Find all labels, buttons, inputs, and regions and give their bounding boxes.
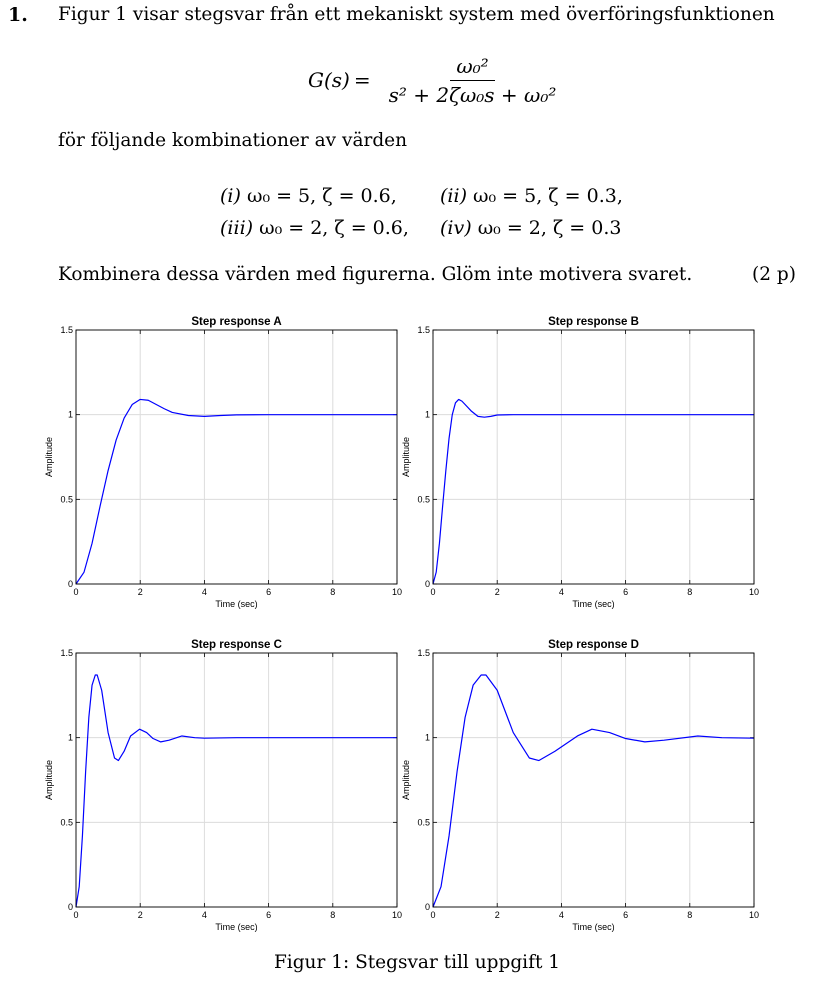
x-tick-label: 8 [687, 910, 692, 920]
y-tick-label: 1.5 [60, 325, 73, 335]
combination-text: ω₀ = 2, ζ = 0.3 [477, 217, 622, 239]
combination-ii: (ii) ω₀ = 5, ζ = 0.3, [440, 180, 640, 212]
combination-text: ω₀ = 2, ζ = 0.6, [259, 217, 409, 239]
x-tick-label: 4 [559, 587, 564, 597]
y-tick-label: 1 [425, 410, 430, 420]
step-response-chart: 0 2 4 6 8 10 0 0.5 1 1.5 Step response D Time (sec)… [401, 639, 759, 932]
combination-label: (i) [220, 185, 241, 207]
x-tick-label: 8 [330, 587, 335, 597]
y-tick-label: 1 [68, 733, 73, 743]
combinations-intro: för följande kombinationer av värden [58, 130, 408, 151]
x-tick-label: 10 [749, 910, 759, 920]
chart-title: Step response D [548, 639, 639, 651]
step-response-chart: 0 2 4 6 8 10 0 0.5 1 1.5 Step response C Time (sec)… [44, 639, 402, 932]
y-tick-label: 0.5 [417, 494, 430, 504]
y-tick-label: 1 [68, 410, 73, 420]
x-tick-label: 4 [559, 910, 564, 920]
step-response-line [75, 674, 397, 908]
formula-numerator: ω₀² [450, 54, 495, 81]
plot-background [433, 653, 754, 907]
y-tick-label: 0 [425, 579, 430, 589]
x-tick-label: 6 [266, 587, 271, 597]
x-tick-label: 6 [623, 587, 628, 597]
x-tick-label: 0 [73, 587, 78, 597]
x-tick-label: 2 [495, 910, 500, 920]
formula-denominator: s² + 2ζω₀s + ω₀² [388, 82, 557, 107]
formula-equals: = [353, 68, 371, 92]
step-response-line [75, 398, 397, 585]
chart-title: Step response C [191, 639, 282, 651]
x-tick-label: 6 [623, 910, 628, 920]
plot-background [76, 653, 397, 907]
y-tick-label: 0.5 [60, 817, 73, 827]
y-tick-label: 0 [425, 902, 430, 912]
x-tick-label: 0 [73, 910, 78, 920]
x-tick-label: 0 [430, 587, 435, 597]
step-response-chart: 0 2 4 6 8 10 0 0.5 1 1.5 Step response B Time (sec)… [401, 316, 759, 609]
x-tick-label: 8 [687, 587, 692, 597]
y-tick-label: 0 [68, 579, 73, 589]
y-tick-label: 0.5 [417, 817, 430, 827]
step-response-line [432, 398, 754, 585]
x-tick-label: 6 [266, 910, 271, 920]
y-axis-label: Amplitude [44, 760, 54, 800]
y-tick-label: 1.5 [60, 648, 73, 658]
chart-title: Step response A [191, 316, 281, 328]
x-tick-label: 10 [392, 587, 402, 597]
plot-background [76, 330, 397, 584]
y-tick-label: 1.5 [417, 648, 430, 658]
x-axis-label: Time (sec) [572, 599, 614, 609]
x-axis-label: Time (sec) [215, 922, 257, 932]
x-tick-label: 2 [138, 587, 143, 597]
y-axis-label: Amplitude [401, 760, 411, 800]
combination-iii: (iii) ω₀ = 2, ζ = 0.6, [220, 212, 440, 244]
step-response-chart: 0 2 4 6 8 10 0 0.5 1 1.5 Step response A Time (sec)… [44, 316, 402, 609]
step-response-line [432, 674, 755, 908]
x-tick-label: 2 [138, 910, 143, 920]
y-tick-label: 1 [425, 733, 430, 743]
instruction: Kombinera dessa värden med figurerna. Gl… [58, 264, 693, 285]
formula-lhs: G(s) [308, 68, 350, 92]
y-tick-label: 1.5 [417, 325, 430, 335]
x-axis-label: Time (sec) [572, 922, 614, 932]
x-tick-label: 4 [202, 587, 207, 597]
x-axis-label: Time (sec) [215, 599, 257, 609]
x-tick-label: 10 [392, 910, 402, 920]
formula-fraction: ω₀² s² + 2ζω₀s + ω₀² [383, 54, 563, 107]
plot-background [433, 330, 754, 584]
y-axis-label: Amplitude [401, 437, 411, 477]
y-tick-label: 0 [68, 902, 73, 912]
plot-frame [432, 329, 755, 585]
chart-title: Step response B [548, 316, 639, 328]
y-tick-label: 0.5 [60, 494, 73, 504]
x-tick-label: 0 [430, 910, 435, 920]
x-tick-label: 8 [330, 910, 335, 920]
combination-text: ω₀ = 5, ζ = 0.3, [473, 185, 623, 207]
x-tick-label: 4 [202, 910, 207, 920]
plot-frame [75, 652, 398, 908]
combination-label: (iv) [440, 217, 472, 239]
combination-text: ω₀ = 5, ζ = 0.6, [246, 185, 397, 207]
plot-frame [432, 652, 755, 908]
combination-iv: (iv) ω₀ = 2, ζ = 0.3 [440, 212, 640, 244]
plot-frame [75, 329, 398, 585]
x-tick-label: 2 [495, 587, 500, 597]
combinations-list: (i) ω₀ = 5, ζ = 0.6, (ii) ω₀ = 5, ζ = 0.… [220, 180, 640, 244]
combination-label: (iii) [220, 217, 254, 239]
figure-caption: Figur 1: Stegsvar till uppgift 1 [273, 952, 561, 973]
combination-i: (i) ω₀ = 5, ζ = 0.6, [220, 180, 440, 212]
problem-number: 1. [8, 4, 28, 26]
combination-label: (ii) [440, 185, 467, 207]
y-axis-label: Amplitude [44, 437, 54, 477]
points: (2 p) [752, 264, 796, 285]
transfer-function: G(s) = ω₀² s² + 2ζω₀s + ω₀² [308, 50, 562, 110]
x-tick-label: 10 [749, 587, 759, 597]
problem-intro: Figur 1 visar stegsvar från ett mekanisk… [58, 4, 775, 25]
